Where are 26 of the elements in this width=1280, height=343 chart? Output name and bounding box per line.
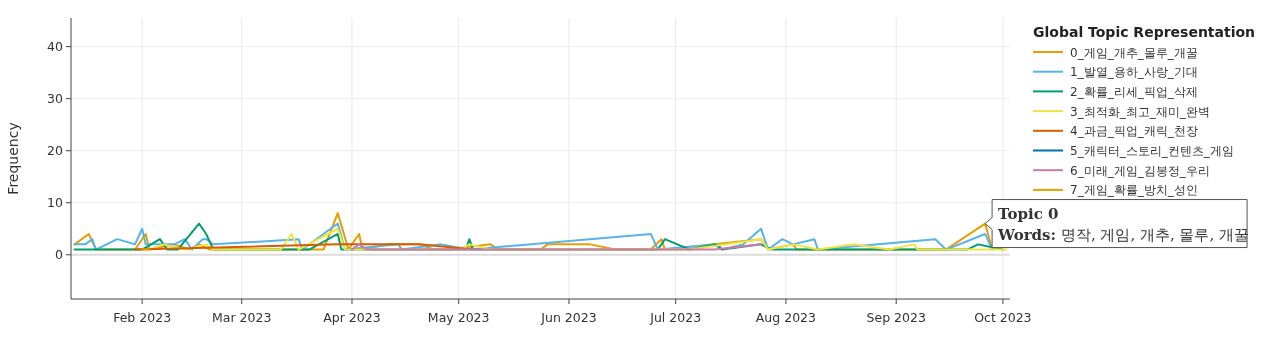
y-tick-label: 20 (47, 143, 64, 159)
legend-label: 7_게임_확률_방치_성인 (1070, 183, 1198, 198)
y-tick-label: 30 (47, 91, 64, 107)
legend-label: 4_과금_픽업_캐릭_천장 (1070, 124, 1198, 139)
legend-title: Global Topic Representation (1033, 24, 1256, 40)
x-tick-label: Sep 2023 (866, 310, 926, 325)
y-tick-label: 40 (47, 39, 64, 55)
x-tick-label: May 2023 (427, 310, 490, 325)
annotation: Topic 0 Words: 명작, 게임, 개추, 몰루, 개꿀 (997, 204, 1250, 244)
x-tick-label: Apr 2023 (323, 310, 381, 325)
x-tick-label: Aug 2023 (755, 310, 817, 325)
x-tick-label: Feb 2023 (113, 310, 172, 325)
legend-label: 2_확률_리세_픽업_삭제 (1070, 84, 1198, 99)
legend-label: 6_미래_게임_김봉정_우리 (1070, 163, 1210, 178)
y-axis-title: Frequency (5, 122, 21, 195)
legend-label: 1_발열_용하_사랑_기대 (1070, 65, 1198, 80)
legend-label: 3_최적화_최고_재미_완벽 (1070, 104, 1210, 119)
x-tick-label: Oct 2023 (974, 310, 1032, 325)
x-tick-label: Mar 2023 (212, 310, 272, 325)
x-tick-label: Jun 2023 (540, 310, 597, 325)
legend-label: 5_캐릭터_스토리_컨텐츠_게임 (1070, 144, 1234, 158)
y-tick-label: 10 (47, 195, 64, 211)
hover-label: Topic 0 Words: 명작, 게임, 개추, 몰루, 개꿀 (984, 199, 1250, 249)
x-tick-label: Jul 2023 (649, 310, 702, 325)
y-tick-label: 0 (55, 247, 64, 263)
legend-label: 0_게임_개추_몰루_개꿀 (1070, 45, 1198, 60)
